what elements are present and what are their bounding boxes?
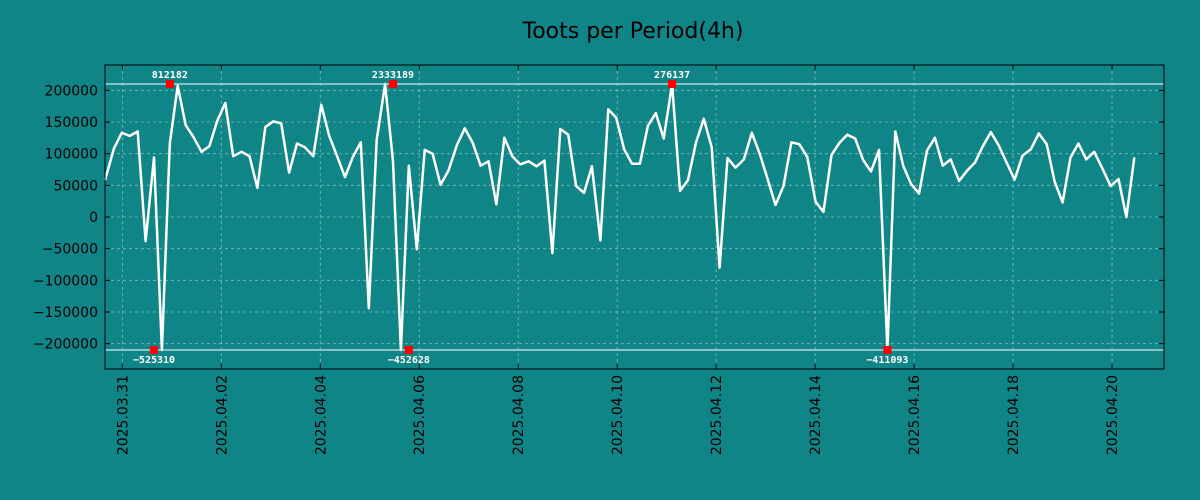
clipped-low-label: −411093: [866, 355, 908, 366]
clipped-low-marker: [883, 346, 892, 354]
x-tick-label: 2025.04.18: [1006, 375, 1022, 455]
y-tick-label: −150000: [33, 305, 98, 321]
x-tick-label: 2025.04.20: [1105, 375, 1121, 455]
grid-layer: [105, 65, 1164, 369]
y-tick-label: 0: [89, 210, 98, 226]
chart-title: Toots per Period(4h): [522, 19, 744, 44]
clipped-high-marker: [389, 80, 398, 88]
y-tick-label: −200000: [33, 337, 98, 353]
y-tick-label: −100000: [33, 273, 98, 289]
clipped-high-label: 276137: [654, 70, 690, 81]
x-tick-label: 2025.04.06: [412, 375, 428, 455]
y-tick-label: 150000: [45, 115, 98, 131]
y-tick-label: 200000: [45, 83, 98, 99]
x-tick-label: 2025.04.16: [907, 375, 923, 455]
clipped-high-label: 812182: [152, 70, 188, 81]
y-tick-label: 100000: [45, 147, 98, 163]
clipped-low-marker: [149, 346, 158, 354]
x-tick-label: 2025.04.02: [214, 375, 230, 455]
x-tick-label: 2025.04.04: [313, 375, 329, 455]
series-line: [103, 82, 1136, 352]
clipped-high-label: 2333189: [372, 70, 414, 81]
x-tick-label: 2025.04.14: [808, 375, 824, 455]
x-tick-label: 2025.04.08: [511, 375, 527, 455]
x-tick-label: 2025.04.10: [610, 375, 626, 455]
axis-layer: 200000 150000 100000 50000 0 −50000 −100000 −15…: [33, 65, 1164, 455]
x-tick-label: 2025.03.31: [115, 375, 131, 455]
clipped-high-marker: [668, 80, 677, 88]
y-tick-label: 50000: [53, 178, 98, 194]
x-tick-label: 2025.04.12: [709, 375, 725, 455]
clipped-low-label: −452628: [388, 355, 430, 366]
series-layer: [103, 82, 1136, 352]
clipped-low-label: −525310: [133, 355, 175, 366]
marker-layer: 812182 2333189 276137 −525310 −452628 −411093: [133, 70, 909, 366]
clipped-low-marker: [404, 346, 413, 354]
y-tick-label: −50000: [42, 242, 98, 258]
clipped-high-marker: [165, 80, 174, 88]
